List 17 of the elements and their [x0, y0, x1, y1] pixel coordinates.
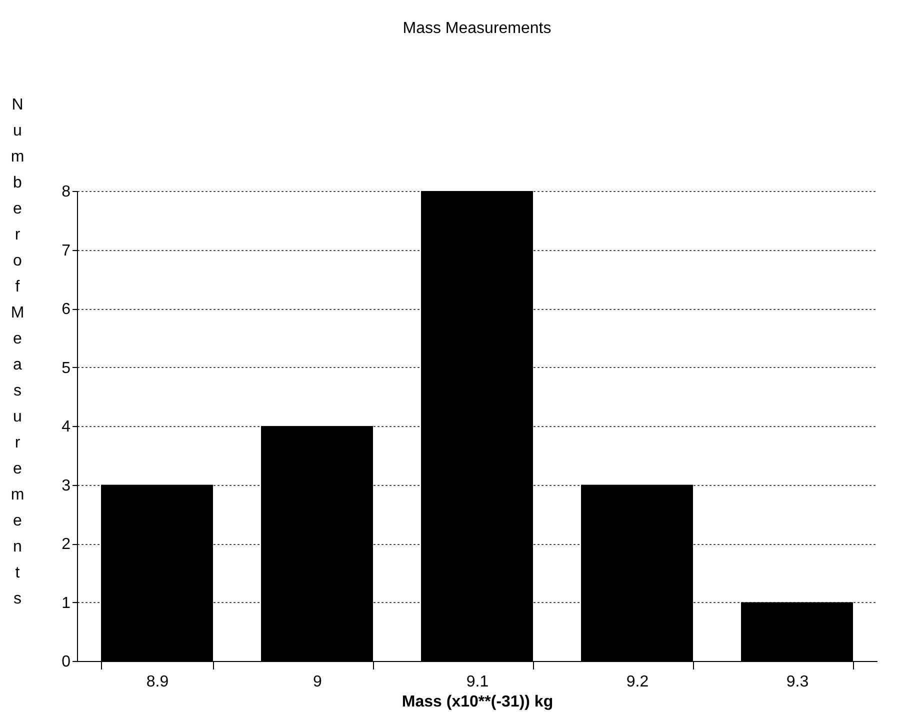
x-tick-label: 9.2 — [626, 674, 649, 690]
y-tick-label: 0 — [62, 654, 71, 670]
x-tick-label: 9.1 — [466, 674, 489, 690]
x-tick-label: 9 — [313, 674, 322, 690]
x-tick-label: 8.9 — [146, 674, 169, 690]
chart-title: Mass Measurements — [402, 20, 552, 37]
y-tick-label: 4 — [62, 418, 71, 436]
x-axis-title: Mass (x10**(-31)) kg — [402, 694, 554, 710]
y-tick-label: 8 — [62, 184, 71, 200]
text: Number of Measurements — [10, 96, 24, 608]
y-tick-label: 5 — [62, 360, 71, 377]
y-tick-label: 1 — [62, 594, 71, 612]
x-tick-label: 9.3 — [786, 674, 809, 690]
y-tick-label: 7 — [62, 242, 71, 260]
y-tick-label: 6 — [62, 301, 71, 318]
y-tick-label: 2 — [62, 536, 71, 553]
y-tick-label: 3 — [62, 477, 71, 494]
